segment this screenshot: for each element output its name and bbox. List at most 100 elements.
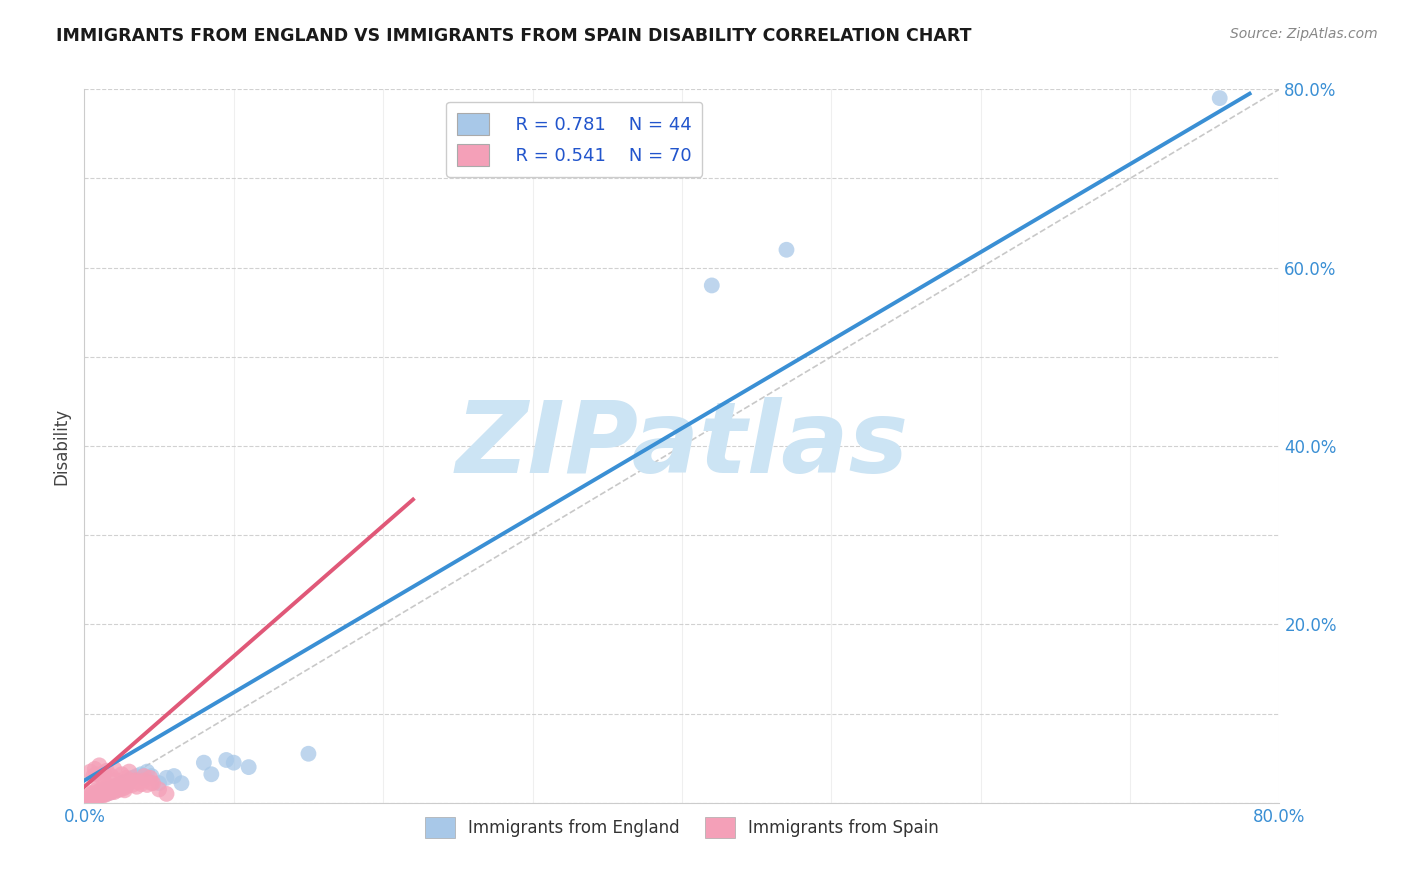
Point — [122, 773, 145, 788]
Point — [129, 777, 152, 791]
Point — [80, 787, 103, 801]
Point — [132, 769, 156, 783]
Point — [115, 778, 138, 792]
Point — [118, 776, 141, 790]
Point — [112, 781, 135, 796]
Point — [127, 775, 149, 789]
Point — [101, 781, 124, 796]
Point — [82, 769, 104, 783]
Point — [110, 778, 132, 792]
Point — [79, 764, 101, 779]
Point — [105, 783, 128, 797]
Point — [136, 778, 159, 792]
Point — [114, 783, 136, 797]
Point — [105, 779, 128, 793]
Point — [193, 756, 215, 770]
Text: ZIPatlas: ZIPatlas — [456, 398, 908, 494]
Point — [238, 760, 260, 774]
Text: Source: ZipAtlas.com: Source: ZipAtlas.com — [1230, 27, 1378, 41]
Point — [82, 785, 104, 799]
Point — [91, 788, 114, 802]
Point — [83, 789, 105, 803]
Point — [94, 776, 117, 790]
Point — [93, 787, 115, 801]
Point — [83, 762, 105, 776]
Point — [103, 762, 125, 776]
Point — [148, 782, 170, 797]
Point — [222, 756, 245, 770]
Point — [93, 766, 115, 780]
Point — [94, 783, 117, 797]
Point — [103, 785, 125, 799]
Point — [80, 789, 103, 804]
Point — [97, 784, 120, 798]
Point — [96, 787, 118, 801]
Point — [94, 788, 117, 802]
Point — [115, 771, 138, 785]
Point — [125, 780, 148, 794]
Point — [121, 778, 143, 792]
Legend: Immigrants from England, Immigrants from Spain: Immigrants from England, Immigrants from… — [418, 811, 946, 845]
Point — [96, 780, 118, 795]
Point — [136, 764, 159, 779]
Point — [142, 776, 165, 790]
Point — [107, 780, 129, 795]
Point — [132, 773, 156, 788]
Point — [96, 782, 118, 797]
Point — [118, 764, 141, 779]
Point — [110, 782, 132, 797]
Point — [87, 786, 110, 800]
Point — [107, 782, 129, 797]
Point — [89, 789, 111, 803]
Point — [91, 785, 114, 799]
Point — [86, 788, 108, 802]
Point — [77, 789, 100, 803]
Point — [1209, 91, 1232, 105]
Point — [98, 783, 121, 797]
Point — [79, 790, 101, 805]
Point — [83, 790, 105, 805]
Point — [114, 775, 136, 789]
Point — [141, 769, 163, 783]
Point — [98, 786, 121, 800]
Point — [76, 791, 98, 805]
Point — [163, 769, 186, 783]
Point — [700, 278, 723, 293]
Point — [105, 778, 128, 792]
Point — [87, 789, 110, 804]
Point — [105, 773, 128, 788]
Point — [125, 773, 148, 788]
Point — [93, 781, 115, 796]
Point — [155, 787, 177, 801]
Point — [94, 784, 117, 798]
Point — [775, 243, 797, 257]
Point — [104, 780, 127, 795]
Point — [101, 784, 124, 798]
Point — [91, 789, 114, 803]
Point — [112, 777, 135, 791]
Point — [200, 767, 222, 781]
Point — [148, 776, 170, 790]
Y-axis label: Disability: Disability — [52, 408, 70, 484]
Point — [91, 785, 114, 799]
Point — [155, 771, 177, 785]
Point — [86, 767, 108, 781]
Point — [89, 789, 111, 803]
Point — [86, 790, 108, 805]
Point — [125, 769, 148, 783]
Point — [100, 785, 122, 799]
Point — [90, 787, 112, 801]
Point — [89, 784, 111, 798]
Point — [96, 764, 118, 778]
Point — [97, 784, 120, 798]
Point — [100, 769, 122, 783]
Point — [100, 782, 122, 797]
Point — [96, 785, 118, 799]
Point — [118, 773, 141, 788]
Point — [139, 771, 162, 785]
Point — [129, 767, 152, 781]
Point — [115, 780, 138, 794]
Point — [111, 776, 134, 790]
Point — [86, 783, 108, 797]
Point — [111, 767, 134, 781]
